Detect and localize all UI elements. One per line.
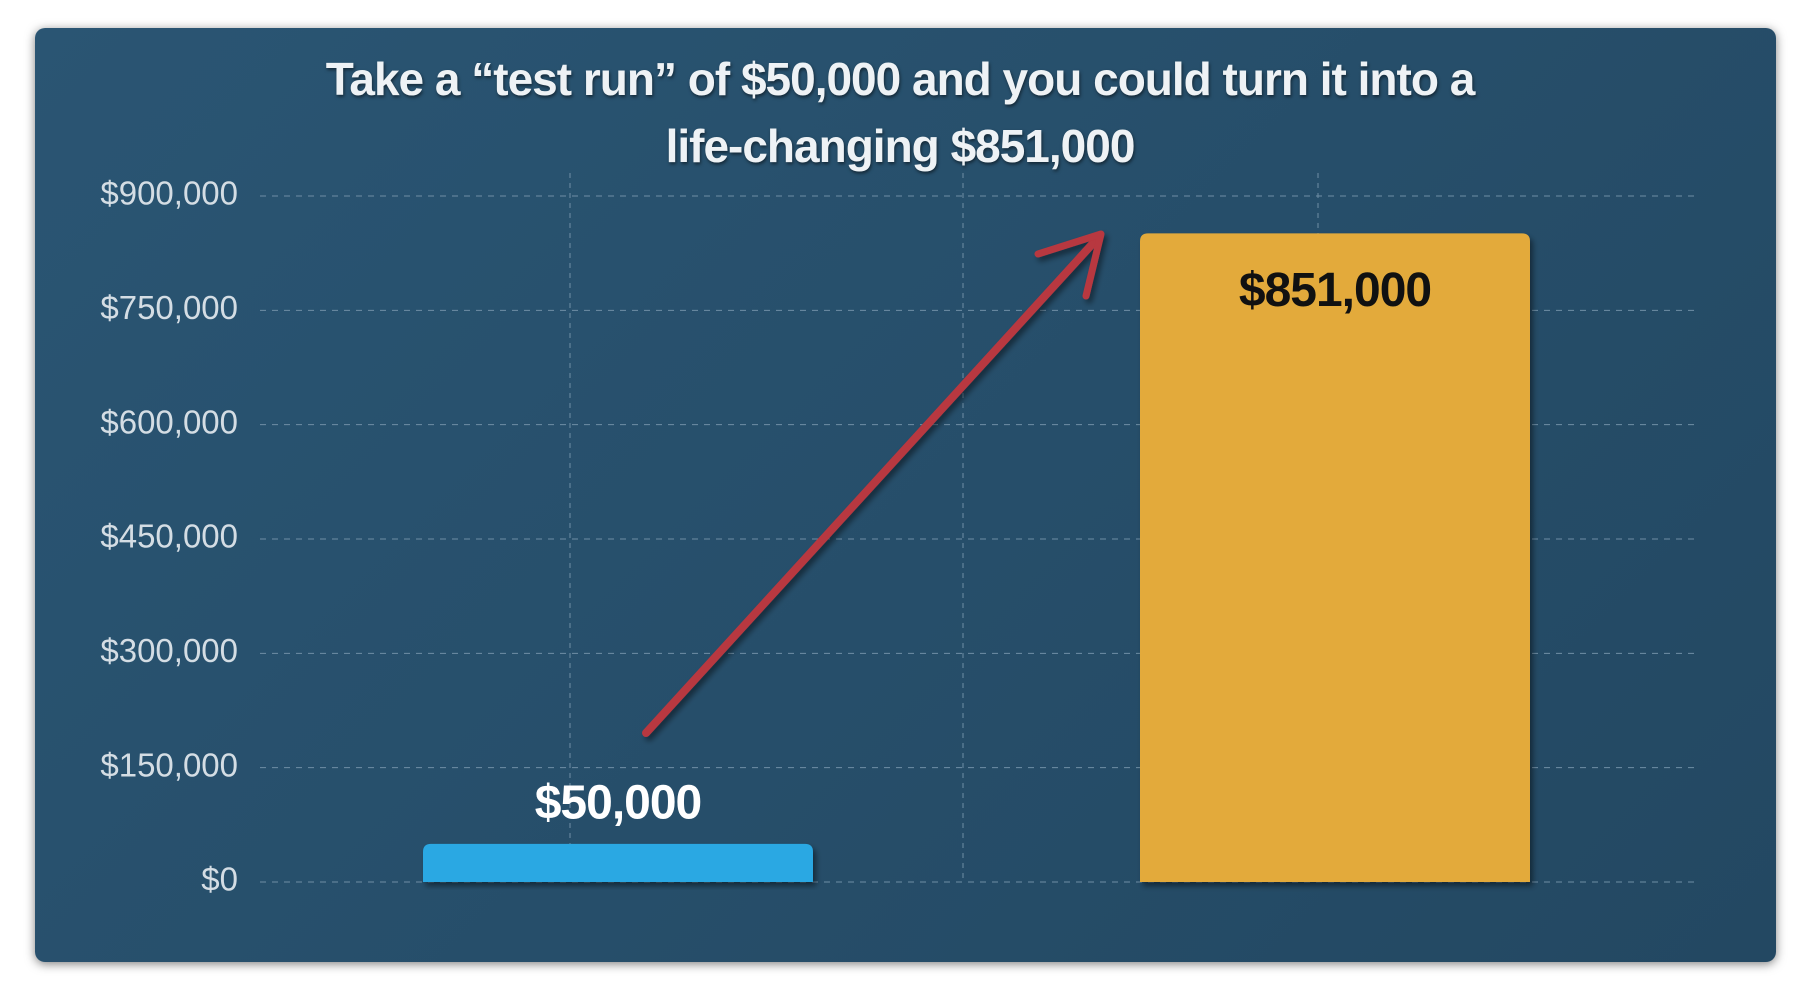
arrow: [642, 230, 1105, 737]
arrow-head: [1034, 230, 1105, 300]
y-tick-label: $750,000: [100, 289, 238, 326]
bar: [1140, 233, 1530, 883]
y-tick-label: $450,000: [100, 518, 238, 555]
chart-title: Take a “test run” of $50,000 and you cou…: [325, 53, 1476, 172]
y-tick-label: $600,000: [100, 403, 238, 440]
value-label: $851,000: [1239, 264, 1431, 317]
y-tick-label: $0: [201, 861, 238, 898]
bar: [423, 843, 813, 882]
arrow-shaft: [642, 236, 1100, 737]
grid: $0 $150,000 $300,000 $450,000 $600,000 $750,0…: [100, 175, 1697, 898]
value-label: $50,000: [535, 777, 702, 830]
bars: $50,000 $851,000: [423, 233, 1530, 883]
y-tick-label: $300,000: [100, 632, 238, 669]
y-tick-label: $150,000: [100, 746, 238, 783]
y-tick-label: $900,000: [100, 175, 238, 212]
